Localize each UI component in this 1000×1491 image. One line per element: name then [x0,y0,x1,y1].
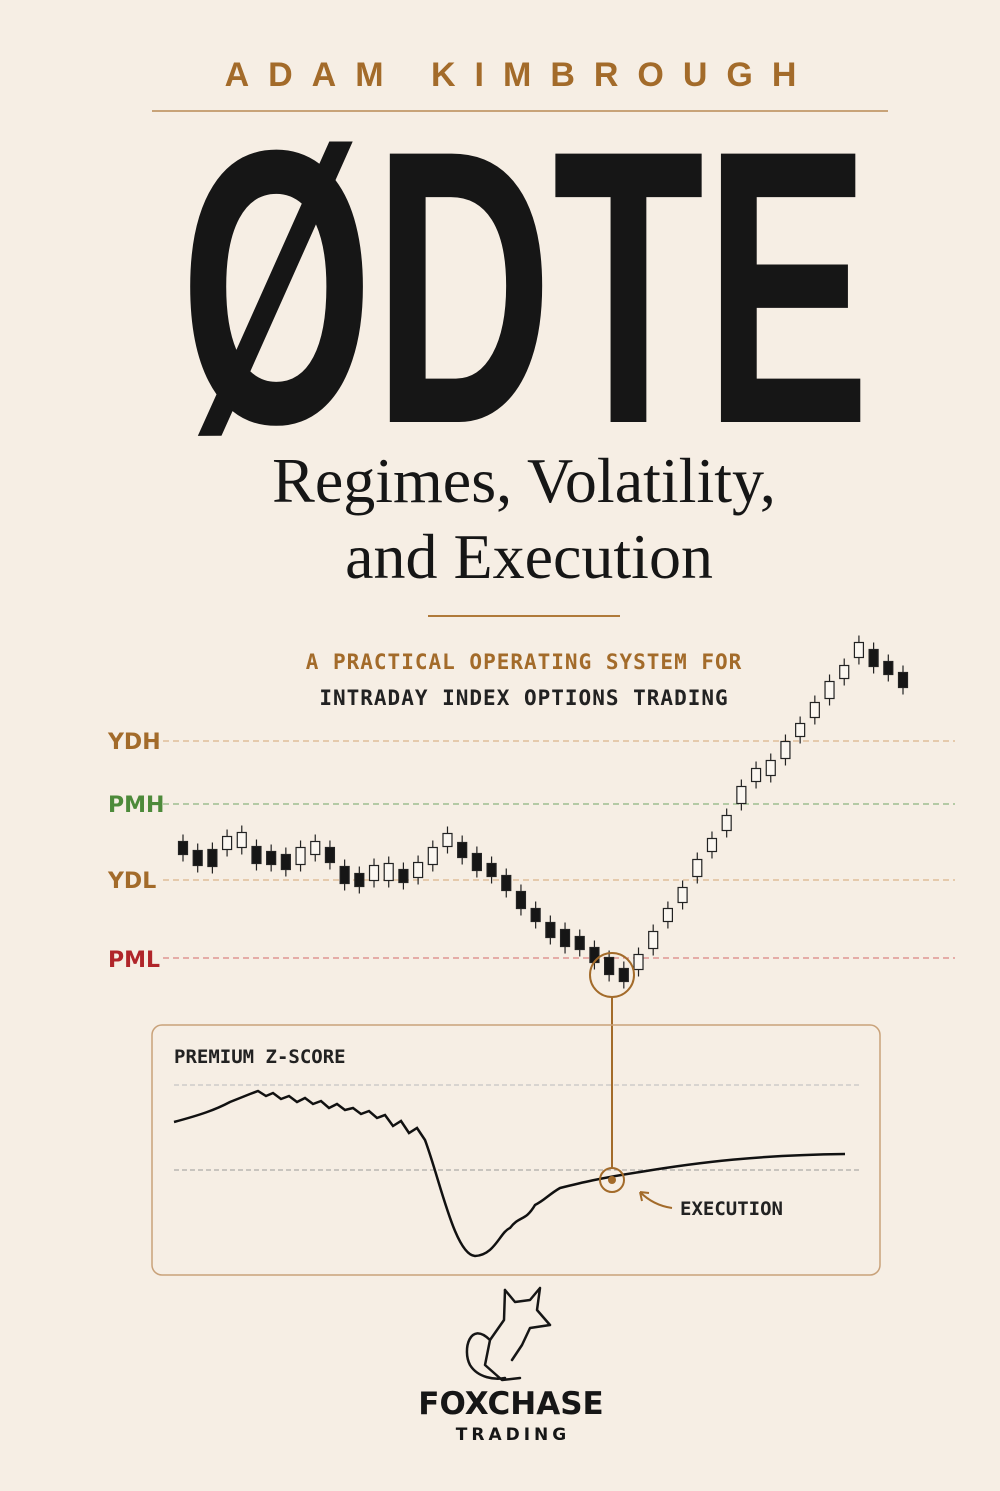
execution-circle [599,1167,625,1193]
title: ØDTE [180,69,870,505]
candle-body [721,814,732,832]
candle-body [633,953,644,971]
subtitle-line: and Execution [345,521,713,592]
candle-body [750,767,762,783]
candle-body [853,641,865,659]
candle-body [795,722,806,738]
candle-body [809,701,820,719]
candle-body [897,671,909,689]
candle-body [398,868,409,884]
candle-body [310,840,321,856]
candle-body [486,862,497,878]
candle-body [559,928,571,948]
level-label: YDL [107,869,156,894]
candle-body [868,648,879,668]
candle-body [192,849,203,867]
candle-body [354,872,365,888]
candle-body [471,852,482,872]
candle-body [677,886,688,904]
candle-body [324,846,336,864]
arrow [639,1191,673,1209]
candle-body [736,785,747,805]
tagline-line: A PRACTICAL OPERATING SYSTEM FOR [306,650,743,674]
candle-body [515,890,527,910]
execution-dot [608,1176,616,1184]
level-label: PML [108,948,160,973]
candlesticks [177,635,909,989]
author: ADAM KIMBROUGH [225,56,816,94]
candle-body [442,832,453,848]
panel-title: PREMIUM Z-SCORE [174,1046,346,1068]
candle-body [618,967,629,983]
candle-body [413,861,424,879]
publisher-name: FOXCHASE [418,1386,603,1422]
candle-body [457,841,468,859]
levels: YDH PMH YDL PML [107,730,955,973]
candle-body [427,846,438,866]
candle-body [280,853,291,871]
fox-logo [465,1286,552,1382]
candle-body [383,862,394,882]
candle-body [648,930,659,950]
candle-body [236,831,247,849]
candle-body [883,660,894,676]
candle-body [530,907,541,923]
z-score-curve [173,1089,846,1258]
candle-body [662,907,673,923]
subtitle-line: Regimes, Volatility, [272,445,776,516]
candle-body [692,858,703,878]
candle-body [339,865,350,885]
candle-body [765,759,776,777]
candle-body [574,935,585,951]
tagline-line: INTRADAY INDEX OPTIONS TRADING [319,686,728,710]
candle-body [824,680,835,700]
level-label: YDH [107,730,161,755]
candle-body [221,835,233,851]
candle-body [780,740,791,760]
candle-body [295,846,306,866]
candle-body [207,848,218,868]
candle-body [177,840,189,856]
candle-body [545,921,556,939]
level-label: PMH [108,793,164,818]
panel [151,1024,881,1276]
candle-body [251,845,262,865]
candle-body [266,850,277,866]
annotation: EXECUTION [680,1198,783,1220]
candle-body [501,874,512,892]
candle-body [839,664,850,680]
publisher-tagline: TRADING [456,1425,570,1445]
candle-body [368,864,380,882]
candle-body [604,956,615,976]
candle-body [706,837,718,853]
